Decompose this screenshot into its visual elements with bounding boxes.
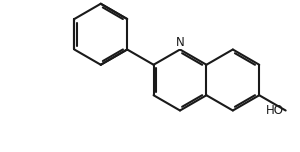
Text: HO: HO (266, 104, 284, 117)
Text: N: N (176, 36, 184, 48)
